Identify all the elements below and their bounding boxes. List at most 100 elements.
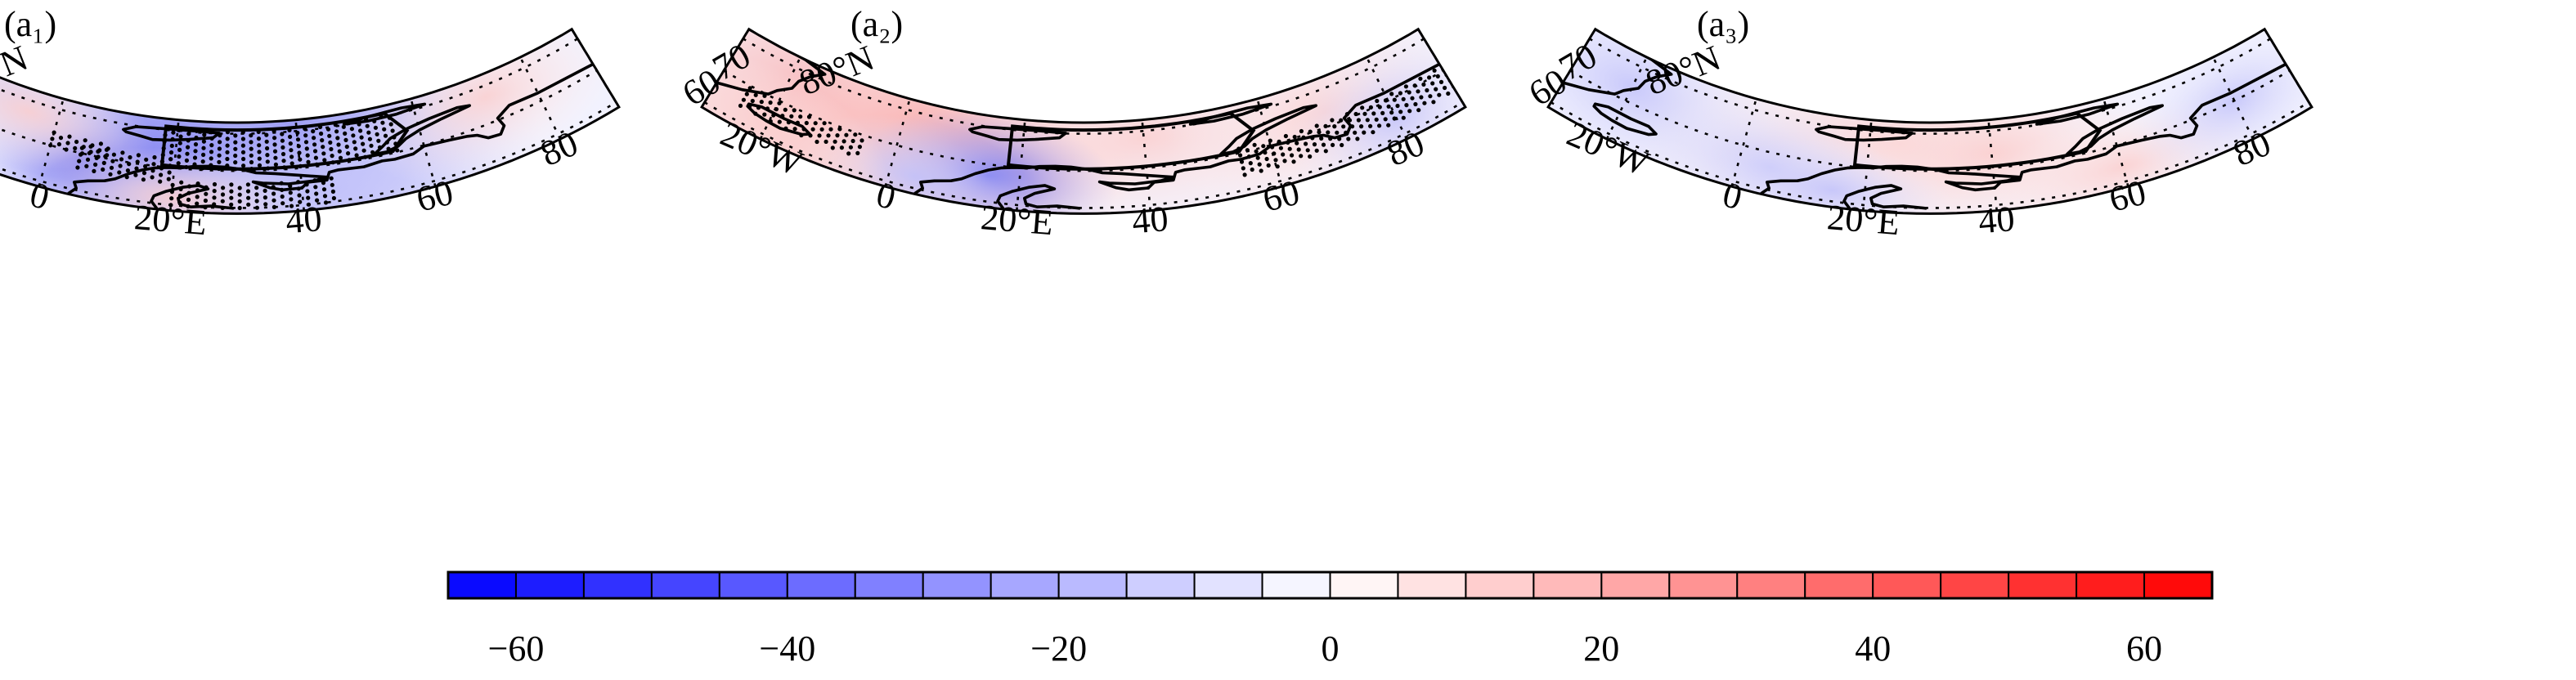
stipple-dot <box>1254 149 1259 154</box>
stipple-dot <box>254 186 259 190</box>
stipple-dot <box>1273 158 1278 163</box>
stipple-dot <box>848 145 853 150</box>
stipple-dot <box>249 159 254 165</box>
stipple-dot <box>1389 110 1394 115</box>
stipple-dot <box>313 155 318 160</box>
stipple-dot <box>738 103 743 108</box>
stipple-dot <box>201 145 206 150</box>
stipple-dot <box>312 142 317 147</box>
stipple-dot <box>58 136 64 141</box>
stipple-dot <box>257 163 263 168</box>
stipple-dot <box>1248 161 1253 166</box>
stipple-dot <box>1331 142 1335 147</box>
stipple-dot <box>289 161 294 166</box>
stipple-dot <box>1401 115 1406 120</box>
stipple-dot <box>254 192 259 197</box>
stipple-dot <box>118 163 123 168</box>
stipple-dot <box>315 198 320 203</box>
colorbar-bin <box>582 571 653 599</box>
stipple-dot <box>358 128 363 133</box>
stipple-dot <box>330 154 334 159</box>
stipple-dot <box>179 180 184 185</box>
stipple-dot <box>65 141 70 145</box>
colorbar-bin <box>1193 571 1263 599</box>
stipple-dot <box>81 145 86 150</box>
stipple-dot <box>792 108 797 113</box>
colorbar-bin <box>1329 571 1399 599</box>
stipple-dot <box>1375 98 1380 104</box>
stipple-dot <box>1418 76 1423 81</box>
stipple-dot <box>1296 147 1301 152</box>
stipple-dot <box>225 143 230 148</box>
stipple-dot <box>168 150 174 155</box>
stipple-dot <box>353 146 358 151</box>
stipple-dot <box>1438 79 1444 84</box>
stipple-dot <box>289 154 294 159</box>
stipple-dot <box>273 155 278 160</box>
stipple-dot <box>1242 172 1247 177</box>
longitude-line <box>2212 56 2255 140</box>
stipple-dot <box>1299 128 1304 134</box>
stipple-dot <box>1238 153 1243 158</box>
stipple-dot <box>92 168 96 173</box>
stipple-dot <box>1425 87 1429 93</box>
stipple-dot <box>297 193 302 198</box>
stipple-dot <box>79 151 85 156</box>
colorbar-frame <box>447 570 2214 600</box>
panel-label: (a₁) <box>4 4 56 44</box>
latitude-line <box>1569 69 2291 172</box>
stipple-dot <box>322 158 327 163</box>
stipple-dot <box>792 127 797 132</box>
latitude-line <box>723 69 1444 172</box>
colorbar: −60 −40 −20 0 20 40 60 <box>447 570 2214 669</box>
stipple-dot <box>337 149 342 154</box>
stipple-dot <box>319 131 324 136</box>
stipple-dot <box>1281 152 1286 157</box>
stipple-dot <box>264 139 269 144</box>
stipple-dot <box>209 150 214 154</box>
longitude-label: 20°E <box>132 197 208 243</box>
stipple-dot <box>201 152 206 157</box>
stipple-dot <box>1250 167 1254 172</box>
stipple-dot <box>338 155 343 160</box>
colorbar-tick-label: −20 <box>1030 629 1087 669</box>
stipple-dot <box>218 140 222 145</box>
stipple-dot <box>335 136 340 141</box>
stipple-dot <box>390 128 395 133</box>
stipple-dot <box>1353 111 1358 117</box>
stipple-dot <box>819 127 824 132</box>
stipple-dot <box>1314 148 1319 153</box>
stipple-dot <box>1377 123 1382 128</box>
stipple-dot <box>77 159 82 163</box>
stipple-dot <box>159 172 164 177</box>
stipple-dot <box>264 132 269 137</box>
stipple-dot <box>1398 110 1403 114</box>
stipple-dot <box>343 131 348 136</box>
baltic-coastline <box>150 184 235 210</box>
longitude-line <box>38 98 65 187</box>
stipple-dot <box>1287 146 1292 151</box>
stipple-dot <box>280 132 285 136</box>
stipple-dot <box>305 189 310 194</box>
stipple-dot <box>1299 154 1304 159</box>
stipple-dot <box>744 92 749 96</box>
stipple-dot <box>1314 123 1319 128</box>
colorbar-bin <box>1465 571 1535 599</box>
stipple-dot <box>828 127 833 132</box>
stipple-dot <box>1428 94 1433 99</box>
stipple-dot <box>1434 87 1438 92</box>
stipple-dot <box>388 122 393 127</box>
stipple-dot <box>288 134 293 139</box>
stipple-dot <box>98 141 103 146</box>
stipple-dot <box>306 159 311 164</box>
stipple-dot <box>257 156 262 161</box>
stipple-dot <box>220 192 226 197</box>
stipple-dot <box>314 191 319 196</box>
longitude-label: 40 <box>1977 199 2016 241</box>
stipple-dot <box>295 137 301 142</box>
scandinavia-coastline <box>67 62 594 195</box>
stipple-dot <box>815 139 819 145</box>
latitude-line <box>1589 38 2271 135</box>
